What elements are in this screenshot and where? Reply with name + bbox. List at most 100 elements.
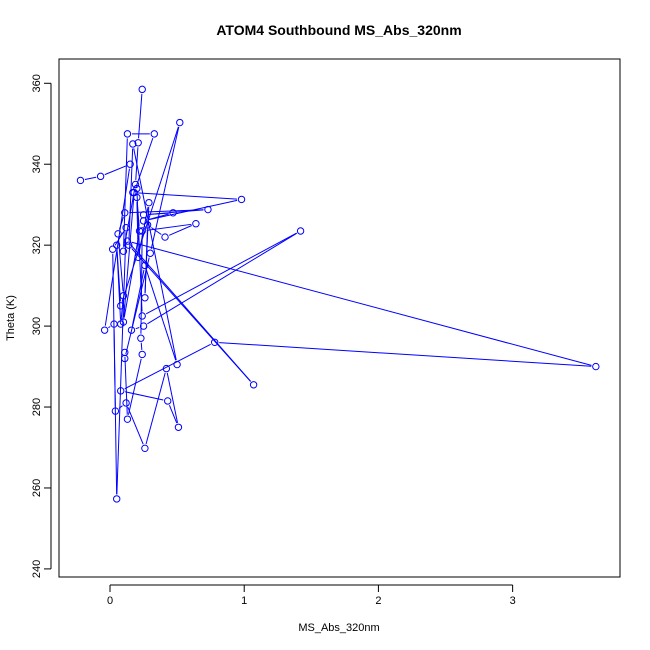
y-axis-label: Theta (K) xyxy=(5,295,17,341)
data-point xyxy=(161,233,169,241)
series-segment xyxy=(127,358,142,415)
series-segment xyxy=(135,137,154,189)
data-point xyxy=(138,312,146,320)
data-point xyxy=(169,209,177,217)
data-point xyxy=(138,350,146,359)
series-segment xyxy=(124,356,128,415)
data-point xyxy=(110,320,118,328)
data-point xyxy=(138,227,146,235)
series-points xyxy=(76,85,600,503)
series-segment xyxy=(140,235,143,334)
x-tick-label: 3 xyxy=(510,595,516,607)
series-segment xyxy=(147,199,238,221)
y-tick-label: 340 xyxy=(31,155,43,173)
x-tick-label: 0 xyxy=(107,595,113,607)
data-point xyxy=(162,364,171,373)
series-segment xyxy=(145,269,177,361)
data-point xyxy=(131,180,140,189)
data-point xyxy=(174,423,183,431)
data-point xyxy=(141,294,149,302)
series-segment xyxy=(135,327,140,330)
data-point xyxy=(137,334,145,342)
chart-title: ATOM4 Southbound MS_Abs_320nm xyxy=(216,22,461,38)
series-segment xyxy=(125,257,150,355)
data-point xyxy=(296,227,305,235)
series-segment xyxy=(84,176,97,181)
data-point xyxy=(146,249,154,257)
data-point xyxy=(204,205,212,214)
series-segment xyxy=(114,231,125,246)
data-point xyxy=(122,224,130,232)
data-point xyxy=(141,261,149,270)
series-segment xyxy=(116,249,122,320)
series-segment xyxy=(131,269,145,326)
data-point xyxy=(126,160,134,168)
data-point xyxy=(592,362,600,371)
series-segment xyxy=(123,196,135,318)
data-point xyxy=(100,326,109,334)
series-segment xyxy=(168,225,192,236)
data-point xyxy=(127,326,136,334)
data-point xyxy=(125,241,133,249)
data-point xyxy=(133,184,141,193)
data-point xyxy=(210,338,219,346)
data-point xyxy=(133,193,141,202)
data-point xyxy=(139,322,148,330)
data-point xyxy=(117,387,125,395)
series-segment xyxy=(145,232,297,315)
data-point xyxy=(113,241,121,249)
data-point xyxy=(139,217,148,225)
data-point xyxy=(76,176,85,185)
series-segment xyxy=(127,406,144,445)
y-tick-label: 320 xyxy=(31,236,43,254)
data-point xyxy=(134,139,142,147)
series-segment xyxy=(125,391,164,401)
y-tick-label: 260 xyxy=(31,479,43,497)
data-point xyxy=(134,253,142,261)
series-segment xyxy=(140,342,143,350)
data-point xyxy=(249,381,258,389)
data-point xyxy=(129,188,137,197)
series-segment xyxy=(150,126,180,249)
x-axis-label: MS_Abs_320nm xyxy=(298,622,379,634)
series-segment xyxy=(133,148,177,361)
data-point xyxy=(145,198,153,207)
x-tick-label: 2 xyxy=(375,595,381,607)
x-axis: 0 1 2 3 xyxy=(107,584,516,607)
series-segment xyxy=(137,192,238,200)
series-segment xyxy=(145,372,166,445)
data-point xyxy=(138,85,146,94)
series-segment xyxy=(104,168,130,326)
data-point xyxy=(164,397,172,405)
data-point xyxy=(139,211,148,219)
series-segment xyxy=(124,343,211,390)
y-tick-label: 300 xyxy=(31,317,43,335)
y-axis: 240 260 280 300 320 340 360 xyxy=(31,74,52,578)
data-point xyxy=(141,444,149,453)
series-segment xyxy=(146,223,192,231)
series-segment xyxy=(130,244,252,382)
data-point xyxy=(237,195,246,204)
x-tick-label: 1 xyxy=(241,595,247,607)
series-segment xyxy=(144,229,148,294)
series-segment xyxy=(168,404,178,424)
series-segment xyxy=(131,241,592,366)
series-lines xyxy=(84,93,592,495)
data-point xyxy=(143,221,152,229)
series-segment xyxy=(104,165,127,176)
data-point xyxy=(96,172,105,181)
data-point xyxy=(135,227,144,235)
series-segment xyxy=(108,326,111,329)
y-tick-label: 280 xyxy=(31,398,43,416)
data-point xyxy=(111,407,120,415)
data-point xyxy=(114,230,122,238)
data-point xyxy=(176,118,184,127)
data-point xyxy=(121,354,129,363)
series-segment xyxy=(138,93,143,139)
series-segment xyxy=(128,148,134,241)
series-segment xyxy=(113,328,118,495)
series-segment xyxy=(219,342,592,367)
data-point xyxy=(150,130,158,138)
data-point xyxy=(119,292,128,300)
series-segment xyxy=(147,232,297,325)
